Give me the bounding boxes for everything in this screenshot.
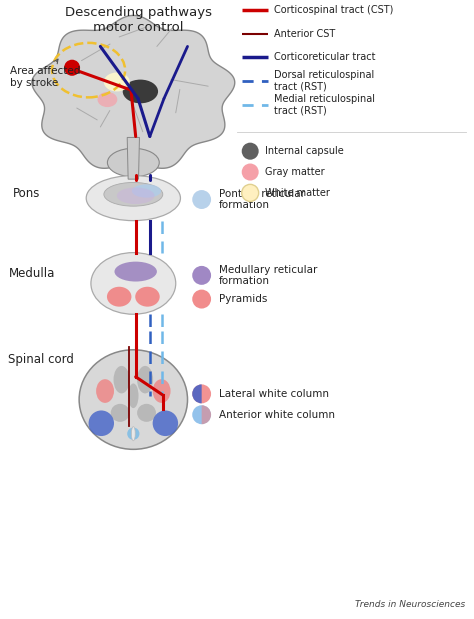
- Circle shape: [242, 163, 259, 181]
- Text: Pons: Pons: [13, 187, 41, 200]
- Text: Corticospinal tract (CST): Corticospinal tract (CST): [274, 5, 393, 15]
- Circle shape: [89, 410, 114, 436]
- Ellipse shape: [132, 184, 161, 197]
- Ellipse shape: [104, 183, 163, 206]
- Text: Trends in Neurosciences: Trends in Neurosciences: [356, 600, 465, 609]
- Wedge shape: [201, 405, 211, 424]
- Circle shape: [64, 59, 80, 76]
- Circle shape: [192, 190, 211, 209]
- Ellipse shape: [153, 379, 171, 403]
- Ellipse shape: [128, 383, 138, 408]
- Ellipse shape: [96, 379, 114, 403]
- Polygon shape: [32, 15, 235, 168]
- Ellipse shape: [108, 149, 159, 177]
- Circle shape: [192, 384, 211, 404]
- Text: Anterior CST: Anterior CST: [274, 28, 335, 38]
- Text: Corticoreticular tract: Corticoreticular tract: [274, 53, 375, 63]
- Polygon shape: [127, 137, 139, 179]
- Circle shape: [242, 184, 259, 201]
- Ellipse shape: [111, 404, 129, 422]
- Ellipse shape: [104, 72, 130, 92]
- Circle shape: [192, 405, 211, 424]
- Ellipse shape: [115, 262, 157, 282]
- Text: Medulla: Medulla: [9, 267, 55, 280]
- Ellipse shape: [107, 287, 131, 306]
- Text: Internal capsule: Internal capsule: [265, 146, 344, 156]
- Text: Lateral white column: Lateral white column: [219, 389, 329, 399]
- Text: Dorsal reticulospinal
tract (RST): Dorsal reticulospinal tract (RST): [274, 70, 374, 92]
- Text: White matter: White matter: [265, 188, 330, 198]
- Ellipse shape: [117, 188, 155, 204]
- Ellipse shape: [135, 287, 160, 306]
- Text: Pyramids: Pyramids: [219, 294, 267, 304]
- Text: Gray matter: Gray matter: [265, 167, 325, 177]
- Ellipse shape: [79, 350, 188, 449]
- Circle shape: [192, 290, 211, 308]
- Text: Medial reticulospinal
tract (RST): Medial reticulospinal tract (RST): [274, 94, 375, 116]
- Circle shape: [242, 142, 259, 160]
- Circle shape: [192, 266, 211, 285]
- Text: Anterior white column: Anterior white column: [219, 410, 335, 420]
- Circle shape: [153, 410, 178, 436]
- Ellipse shape: [91, 253, 176, 314]
- Text: Descending pathways
motor control: Descending pathways motor control: [64, 6, 211, 34]
- Ellipse shape: [98, 92, 117, 107]
- Ellipse shape: [137, 366, 153, 394]
- Ellipse shape: [131, 426, 135, 441]
- Ellipse shape: [123, 80, 158, 103]
- Ellipse shape: [137, 404, 156, 422]
- Circle shape: [127, 428, 139, 440]
- Ellipse shape: [86, 176, 181, 220]
- Text: Medullary reticular
formation: Medullary reticular formation: [219, 264, 318, 286]
- Text: Pontine reticular
formation: Pontine reticular formation: [219, 189, 305, 210]
- Wedge shape: [192, 384, 201, 404]
- Ellipse shape: [114, 366, 129, 394]
- Text: Area affected
by stroke: Area affected by stroke: [10, 59, 80, 88]
- Text: Spinal cord: Spinal cord: [9, 353, 74, 366]
